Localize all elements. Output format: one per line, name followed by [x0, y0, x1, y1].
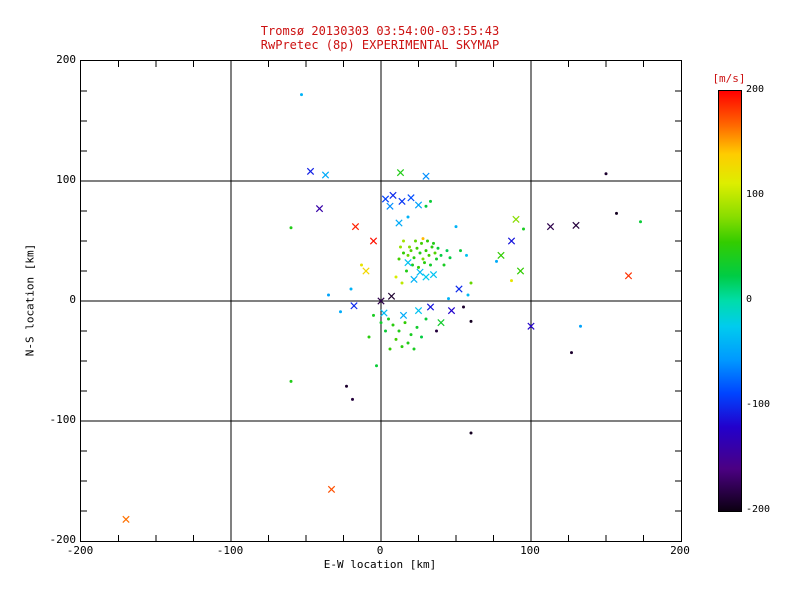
- y-tick-label: 100: [56, 173, 76, 186]
- colorbar-tick-label: 200: [746, 84, 765, 95]
- colorbar-tick-label: -100: [746, 399, 771, 410]
- x-tick-label: -100: [216, 544, 244, 557]
- scatter-points: [122, 93, 642, 524]
- y-tick-label: -100: [49, 413, 77, 426]
- colorbar-tick-label: 0: [746, 294, 753, 305]
- y-tick-label: 0: [69, 293, 76, 306]
- colorbar-unit-label: [m/s]: [712, 72, 746, 85]
- chart-title-line1: Tromsø 20130303 03:54:00-03:55:43: [260, 24, 500, 38]
- colorbar-tick-label: -200: [746, 504, 771, 515]
- y-tick-label: -200: [49, 533, 77, 546]
- x-axis-label: E-W location [km]: [323, 558, 437, 571]
- x-tick-label: 100: [520, 544, 540, 557]
- plot-area: [80, 60, 682, 542]
- chart-title-line2: RwPretec (8p) EXPERIMENTAL SKYMAP: [260, 38, 500, 52]
- colorbar: [718, 90, 742, 512]
- x-tick-label: -200: [66, 544, 94, 557]
- x-tick-label: 0: [376, 544, 384, 557]
- plot-canvas: [81, 61, 681, 541]
- chart-title: Tromsø 20130303 03:54:00-03:55:43 RwPret…: [80, 24, 680, 52]
- colorbar-tick-label: 100: [746, 189, 765, 200]
- x-tick-label: 200: [670, 544, 690, 557]
- y-tick-label: 200: [56, 53, 76, 66]
- axis-ticks: [81, 61, 681, 541]
